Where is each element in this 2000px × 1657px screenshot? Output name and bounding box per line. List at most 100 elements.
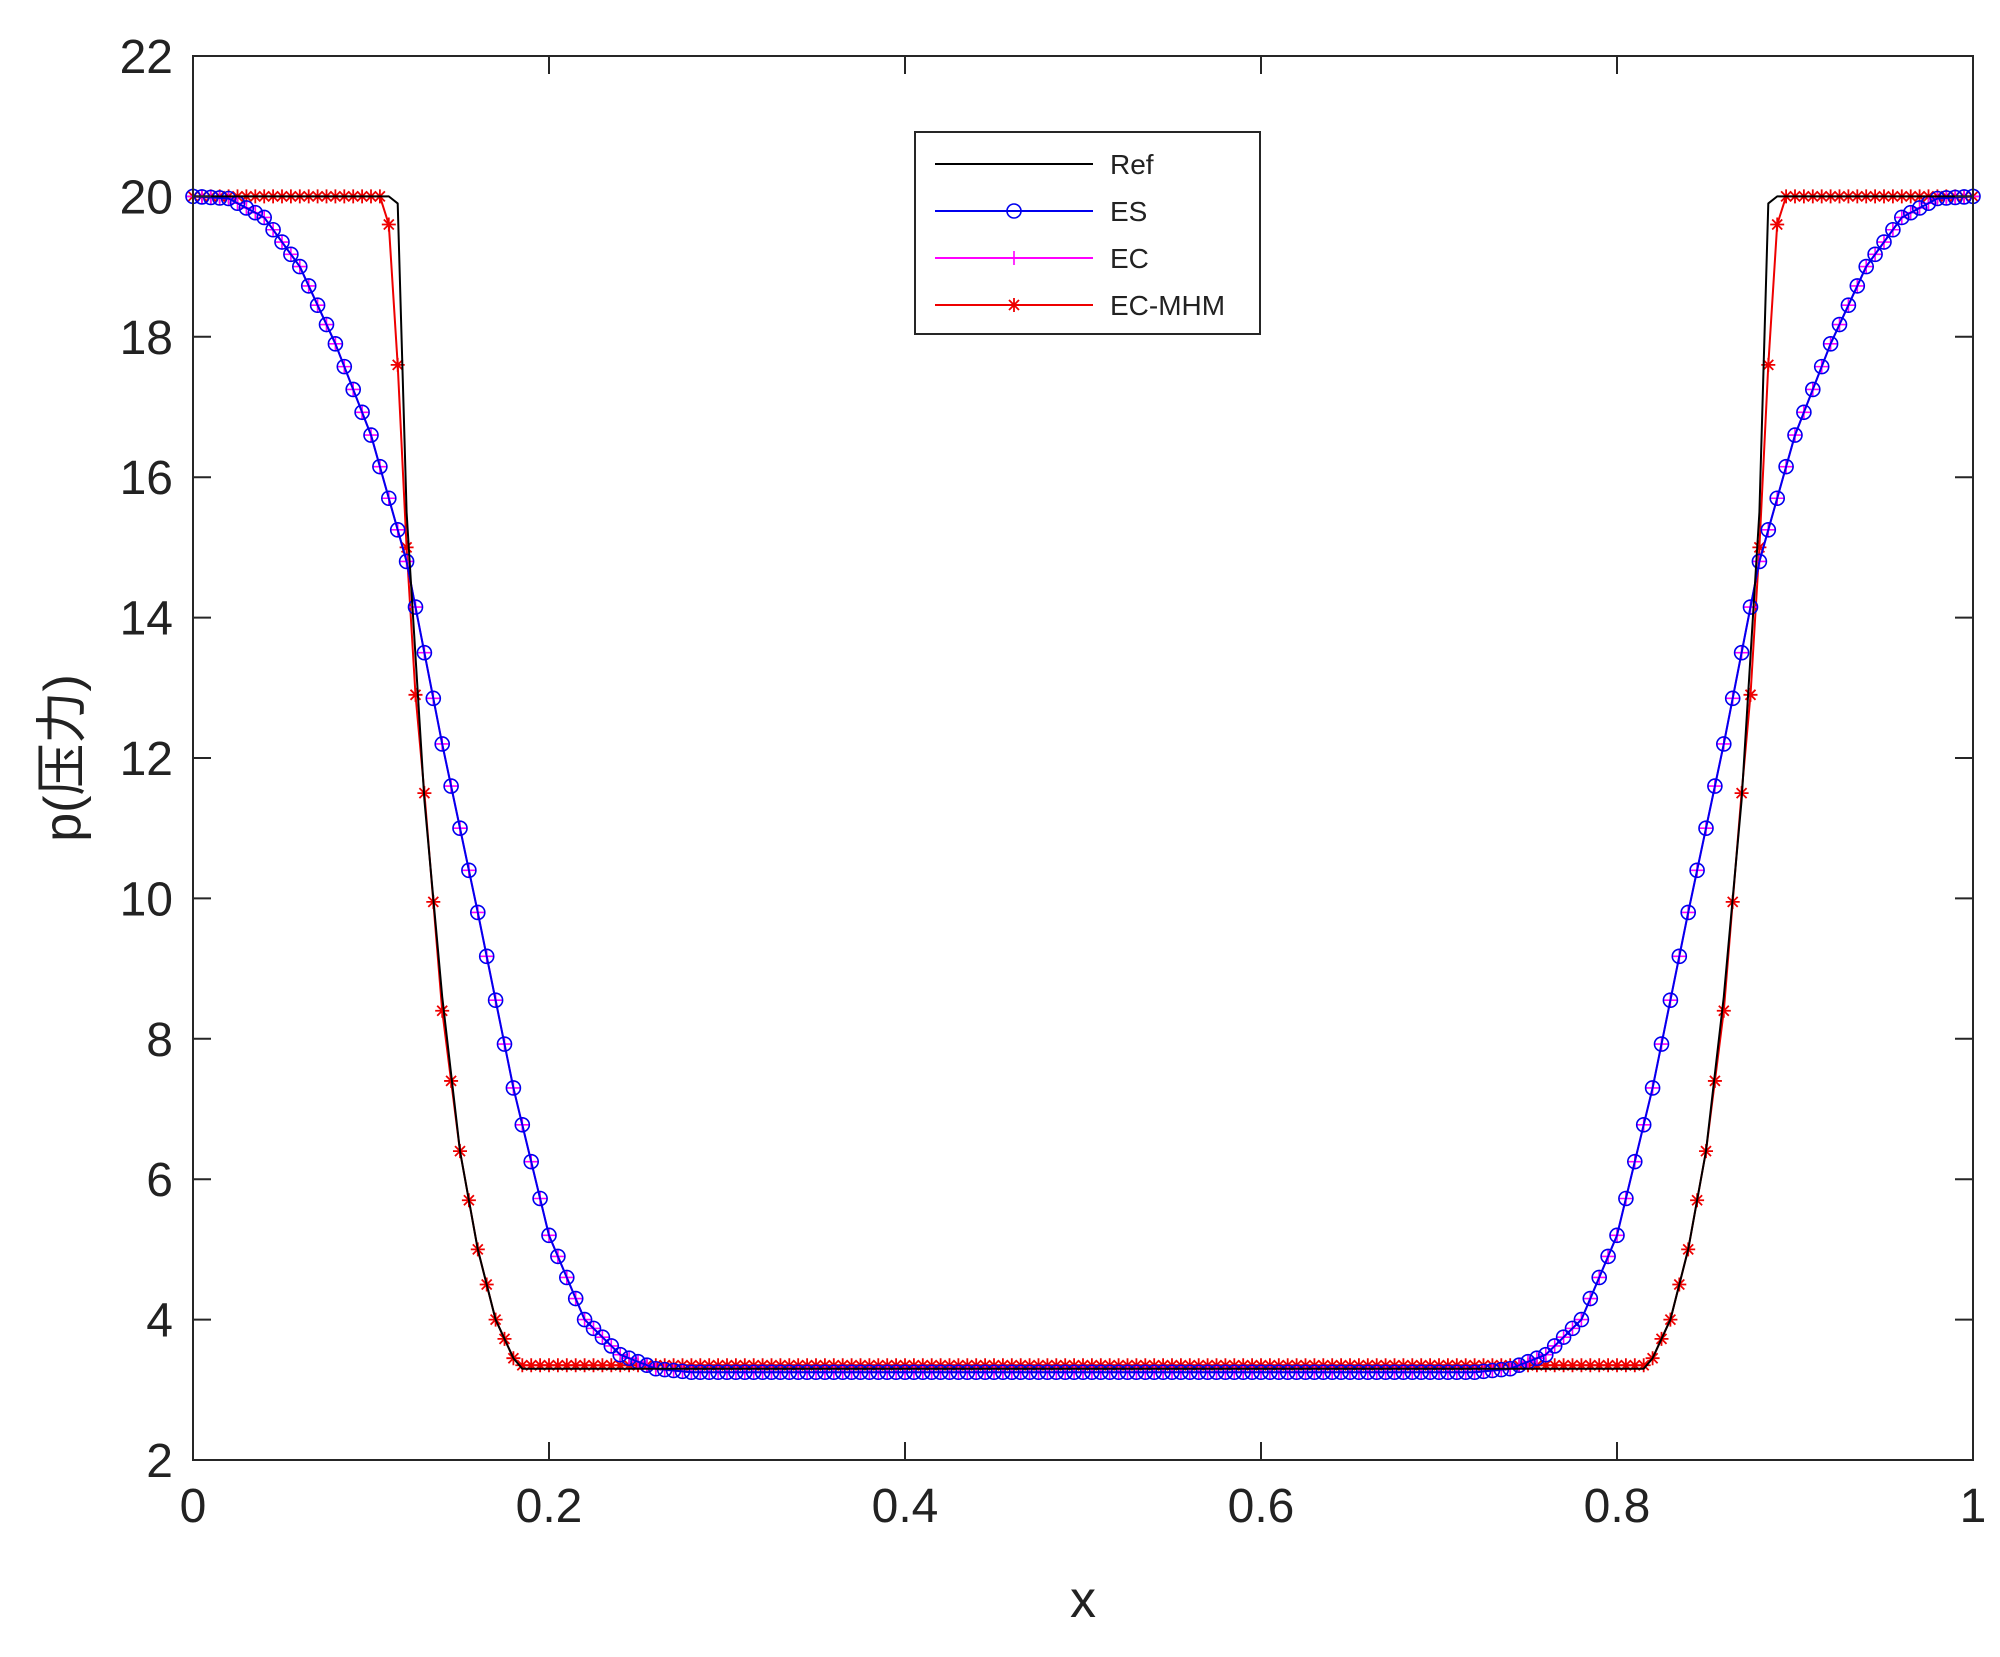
data-point-es bbox=[1021, 1364, 1038, 1381]
legend-label-ec-mhm: EC-MHM bbox=[1110, 290, 1225, 321]
data-point-es bbox=[238, 200, 255, 216]
data-point-es bbox=[1279, 1364, 1296, 1381]
data-point-es bbox=[1947, 189, 1963, 206]
data-point-ec-mhm bbox=[1618, 1358, 1633, 1373]
data-point-es bbox=[318, 316, 335, 333]
data-point-es bbox=[1787, 427, 1803, 443]
data-point-es bbox=[1760, 522, 1777, 538]
data-point-es bbox=[1368, 1364, 1385, 1381]
legend-label-ec: EC bbox=[1110, 243, 1149, 274]
data-point-es bbox=[1778, 458, 1794, 475]
data-point-es bbox=[825, 1364, 842, 1381]
data-point-es bbox=[843, 1364, 860, 1381]
y-tick-label: 8 bbox=[146, 1014, 173, 1067]
data-point-ec-mhm bbox=[568, 1358, 583, 1373]
data-point-ec-mhm bbox=[559, 1358, 574, 1373]
y-axis-title: p(压力) bbox=[34, 674, 92, 842]
data-point-es bbox=[461, 862, 477, 879]
data-point-es bbox=[1858, 258, 1874, 275]
data-point-es bbox=[1849, 278, 1866, 294]
data-point-ec-mhm bbox=[408, 687, 423, 702]
data-point-es bbox=[986, 1364, 1002, 1381]
data-point-ec-mhm bbox=[1627, 1358, 1642, 1373]
data-point-es bbox=[683, 1364, 700, 1381]
data-point-ec-mhm bbox=[1565, 1358, 1580, 1373]
data-point-es bbox=[817, 1364, 833, 1381]
data-point-es bbox=[1226, 1364, 1243, 1381]
data-point-ec-mhm bbox=[1556, 1358, 1571, 1373]
data-point-es bbox=[416, 644, 433, 661]
data-point-es bbox=[941, 1364, 958, 1381]
data-point-es bbox=[1698, 820, 1714, 837]
data-point-es bbox=[1805, 381, 1821, 398]
data-point-ec-mhm bbox=[1610, 1358, 1624, 1373]
data-point-es bbox=[576, 1311, 593, 1328]
legend-entries: Ref ES EC EC-MHM bbox=[935, 149, 1225, 321]
data-point-es bbox=[532, 1190, 548, 1207]
data-point-es bbox=[300, 278, 317, 294]
data-point-es bbox=[211, 190, 228, 206]
data-point-es bbox=[1084, 1364, 1100, 1381]
data-point-es bbox=[1796, 404, 1812, 421]
data-point-es bbox=[1894, 209, 1910, 226]
y-tick-label: 2 bbox=[146, 1435, 173, 1488]
data-point-ec-mhm bbox=[1583, 1358, 1598, 1373]
data-point-es bbox=[1627, 1153, 1643, 1170]
data-point-es bbox=[354, 404, 370, 421]
data-point-es bbox=[1119, 1364, 1136, 1381]
data-point-ec-mhm bbox=[604, 1358, 619, 1373]
data-point-ec-mhm bbox=[390, 357, 405, 372]
data-point-es bbox=[1235, 1364, 1251, 1381]
data-point-ec-mhm bbox=[1601, 1358, 1616, 1373]
data-point-es bbox=[1680, 904, 1696, 921]
data-point-es bbox=[265, 221, 281, 238]
data-point-ec-mhm bbox=[542, 1358, 556, 1373]
data-point-ec-mhm bbox=[586, 1358, 601, 1373]
data-point-es bbox=[487, 992, 504, 1008]
data-point-es bbox=[585, 1320, 602, 1337]
data-point-es bbox=[1404, 1364, 1421, 1381]
data-point-es bbox=[621, 1350, 637, 1367]
data-point-es bbox=[1653, 1036, 1670, 1052]
data-point-es bbox=[995, 1364, 1011, 1381]
data-point-es bbox=[425, 690, 442, 707]
data-point-ec-mhm bbox=[1761, 357, 1776, 372]
data-point-es bbox=[1422, 1364, 1438, 1381]
x-tick-label: 0 bbox=[180, 1480, 207, 1533]
data-point-es bbox=[1315, 1364, 1332, 1381]
data-point-es bbox=[1867, 246, 1883, 263]
data-point-ec-mhm bbox=[1574, 1358, 1589, 1373]
data-point-es bbox=[1306, 1364, 1323, 1381]
data-point-es bbox=[496, 1036, 513, 1052]
data-point-es bbox=[674, 1363, 691, 1380]
data-point-es bbox=[710, 1364, 726, 1381]
data-point-es bbox=[452, 820, 468, 837]
data-point-es bbox=[692, 1364, 709, 1381]
data-point-es bbox=[1671, 948, 1688, 965]
data-point-ec-mhm bbox=[595, 1358, 610, 1373]
data-point-es bbox=[1288, 1364, 1305, 1381]
data-point-es bbox=[1048, 1364, 1065, 1381]
data-point-es bbox=[1511, 1357, 1527, 1374]
data-point-es bbox=[274, 234, 290, 250]
data-point-es bbox=[1635, 1116, 1652, 1133]
data-point-es bbox=[1573, 1311, 1590, 1328]
y-tick-label: 20 bbox=[120, 171, 173, 224]
data-point-es bbox=[1173, 1364, 1189, 1381]
data-point-es bbox=[1742, 599, 1759, 615]
data-point-es bbox=[1555, 1329, 1572, 1345]
data-point-ec-mhm bbox=[533, 1358, 548, 1373]
y-tick-label: 16 bbox=[120, 452, 173, 505]
data-point-es bbox=[389, 522, 406, 538]
series-line-es bbox=[192, 195, 1974, 1374]
data-point-es bbox=[283, 246, 299, 263]
data-point-es bbox=[1030, 1364, 1047, 1381]
data-point-es bbox=[469, 904, 486, 921]
legend-marker-ec bbox=[1007, 251, 1021, 265]
data-point-es bbox=[603, 1338, 620, 1354]
data-point-es bbox=[550, 1248, 566, 1265]
data-point-es bbox=[781, 1364, 798, 1381]
data-point-es bbox=[1600, 1248, 1616, 1265]
data-point-es bbox=[1351, 1364, 1367, 1381]
